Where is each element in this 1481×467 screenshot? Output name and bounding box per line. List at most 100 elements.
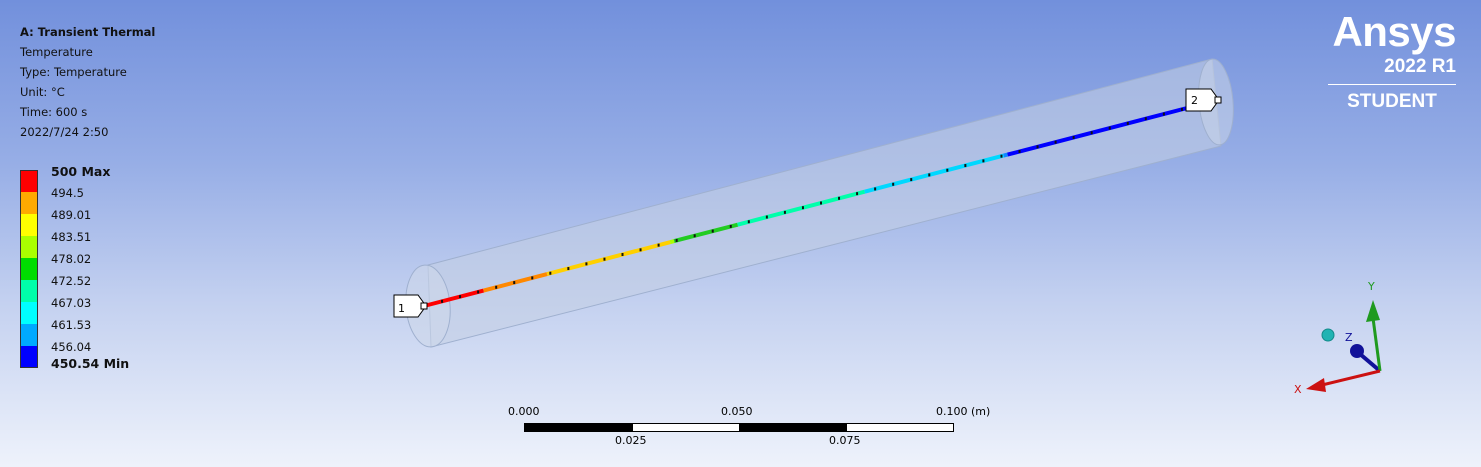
path-node bbox=[747, 220, 750, 224]
path-node bbox=[838, 196, 841, 200]
legend-min-label: 450.54 Min bbox=[51, 356, 130, 371]
path-node bbox=[1162, 112, 1165, 116]
path-segment bbox=[669, 239, 675, 245]
path-node bbox=[1000, 154, 1003, 158]
path-node bbox=[910, 178, 913, 182]
triad-y-label: Y bbox=[1367, 280, 1375, 293]
path-node bbox=[657, 243, 660, 247]
probe-start-label: 1 bbox=[398, 302, 405, 315]
legend-label: 483.51 bbox=[51, 230, 92, 244]
legend-swatch bbox=[20, 346, 38, 368]
legend-swatch bbox=[20, 170, 38, 192]
path-node bbox=[765, 215, 768, 219]
path-node bbox=[639, 248, 642, 252]
legend-label: 489.01 bbox=[51, 208, 92, 222]
legend-swatch bbox=[20, 214, 38, 236]
coordinate-triad[interactable]: X Y Z bbox=[1294, 280, 1382, 396]
legend-label: 467.03 bbox=[51, 296, 92, 310]
path-node bbox=[964, 164, 967, 168]
path-node bbox=[856, 192, 859, 196]
legend-swatch bbox=[20, 236, 38, 258]
scale-seg-1 bbox=[524, 423, 633, 432]
legend-label: 461.53 bbox=[51, 318, 92, 332]
result-datetime: 2022/7/24 2:50 bbox=[20, 125, 109, 139]
scale-label-025: 0.025 bbox=[615, 434, 647, 447]
path-node bbox=[820, 201, 822, 205]
release-version: 2022 R1 bbox=[1384, 56, 1456, 77]
path-node bbox=[1018, 150, 1021, 153]
edition-label: STUDENT bbox=[1347, 91, 1437, 112]
triad-x-label: X bbox=[1294, 383, 1302, 396]
path-node bbox=[711, 229, 714, 233]
legend-swatch bbox=[20, 192, 38, 214]
scale-label-100: 0.100 (m) bbox=[936, 405, 991, 418]
path-node bbox=[874, 187, 877, 191]
legend-label: 500 Max bbox=[51, 164, 111, 179]
path-node bbox=[946, 168, 949, 172]
probe-end-label: 2 bbox=[1191, 94, 1198, 107]
path-node bbox=[1036, 145, 1039, 149]
path-node bbox=[693, 234, 696, 238]
legend-swatch bbox=[20, 324, 38, 346]
path-node bbox=[1144, 117, 1147, 121]
result-type: Type: Temperature bbox=[20, 65, 127, 79]
isometric-view-ball[interactable] bbox=[1321, 328, 1335, 342]
scale-seg-4 bbox=[846, 423, 954, 432]
logo-divider bbox=[1328, 84, 1456, 85]
path-node bbox=[783, 210, 786, 214]
path-segment bbox=[1003, 152, 1009, 158]
path-node bbox=[1090, 131, 1093, 135]
path-node bbox=[1108, 126, 1111, 130]
legend-label: 478.02 bbox=[51, 252, 92, 266]
path-node bbox=[892, 182, 895, 186]
path-node bbox=[729, 224, 732, 228]
path-node bbox=[531, 276, 534, 280]
path-segment bbox=[737, 189, 866, 227]
legend-swatch bbox=[20, 258, 38, 280]
path-node bbox=[1180, 107, 1183, 111]
path-node bbox=[441, 299, 444, 303]
path-node bbox=[675, 238, 678, 242]
scale-seg-2 bbox=[632, 423, 740, 432]
legend-swatch bbox=[20, 280, 38, 302]
path-node bbox=[1054, 140, 1057, 144]
y-axis-arrow bbox=[1371, 317, 1382, 372]
legend-swatch bbox=[20, 302, 38, 324]
path-node bbox=[477, 290, 480, 294]
result-time: Time: 600 s bbox=[20, 105, 88, 119]
path-node bbox=[549, 271, 552, 275]
path-node bbox=[801, 206, 804, 210]
legend-label: 494.5 bbox=[51, 186, 84, 200]
path-node bbox=[603, 257, 606, 261]
scale-seg-3 bbox=[739, 423, 847, 432]
path-segment bbox=[673, 222, 739, 244]
probe-end-marker[interactable]: 2 bbox=[1185, 88, 1222, 112]
result-unit: Unit: °C bbox=[20, 85, 65, 99]
result-name: Temperature bbox=[20, 45, 93, 59]
path-node bbox=[928, 173, 931, 177]
path-node bbox=[585, 262, 588, 266]
ansys-logo: Ansys 2022 R1 STUDENT bbox=[1328, 10, 1457, 113]
path-node bbox=[459, 295, 462, 299]
path-node bbox=[495, 285, 498, 289]
legend-label: 472.52 bbox=[51, 274, 92, 288]
legend-label: 456.04 bbox=[51, 340, 92, 354]
triad-z-label: Z bbox=[1345, 331, 1353, 344]
path-node bbox=[1126, 121, 1129, 125]
scale-label-0: 0.000 bbox=[508, 405, 540, 418]
path-segment bbox=[483, 272, 548, 293]
path-segment bbox=[864, 153, 1005, 194]
path-node bbox=[567, 267, 570, 271]
probe-start-marker[interactable]: 1 bbox=[393, 294, 428, 318]
path-node bbox=[513, 281, 516, 285]
path-node-markers bbox=[441, 103, 1201, 303]
result-info-panel: A: Transient Thermal Temperature Type: T… bbox=[20, 22, 155, 142]
x-axis-arrow bbox=[1321, 369, 1381, 387]
path-node bbox=[982, 159, 985, 163]
path-node bbox=[1072, 135, 1075, 139]
analysis-title: A: Transient Thermal bbox=[20, 25, 156, 39]
path-segment bbox=[1007, 98, 1219, 157]
path-segment bbox=[423, 288, 485, 308]
